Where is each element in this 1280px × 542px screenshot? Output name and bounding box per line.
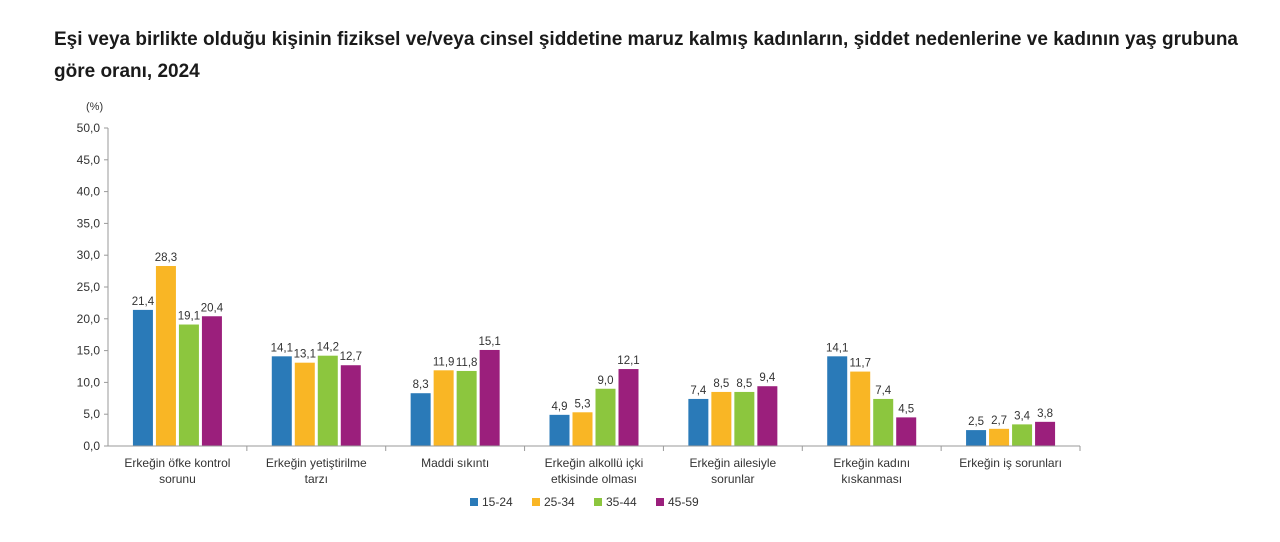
bar bbox=[294, 362, 315, 446]
bar bbox=[827, 356, 848, 446]
chart-title: Eşi veya birlikte olduğu kişinin fizikse… bbox=[54, 29, 1238, 82]
data-label: 19,1 bbox=[178, 311, 200, 323]
category-label: sorunlar bbox=[711, 472, 754, 486]
bar bbox=[340, 365, 361, 446]
bar bbox=[595, 388, 616, 446]
legend-swatch bbox=[532, 498, 540, 506]
y-tick-label: 50,0 bbox=[77, 121, 101, 135]
y-tick-label: 45,0 bbox=[77, 153, 101, 167]
category-label: tarzı bbox=[305, 472, 328, 486]
data-label: 8,3 bbox=[413, 379, 429, 391]
bar bbox=[1012, 424, 1033, 446]
bar bbox=[271, 356, 292, 446]
data-label: 15,1 bbox=[478, 336, 500, 348]
y-tick-label: 25,0 bbox=[77, 280, 101, 294]
bar bbox=[572, 412, 593, 446]
data-label: 7,4 bbox=[875, 385, 892, 397]
bar-series bbox=[132, 266, 1056, 446]
data-label: 2,7 bbox=[991, 415, 1007, 427]
category-label: Erkeğin kadını bbox=[833, 456, 910, 470]
data-label: 12,7 bbox=[340, 351, 362, 363]
category-label: Erkeğin öfke kontrol bbox=[124, 456, 230, 470]
bar bbox=[201, 316, 222, 446]
y-tick-label: 35,0 bbox=[77, 216, 101, 230]
data-label: 3,8 bbox=[1037, 408, 1053, 420]
category-label: Maddi sıkıntı bbox=[421, 456, 489, 470]
data-label: 8,5 bbox=[713, 378, 729, 390]
legend-swatch bbox=[594, 498, 602, 506]
data-label: 12,1 bbox=[617, 355, 639, 367]
bar bbox=[734, 391, 755, 446]
y-axis: 0,0 5,0 10,0 15,0 20,0 25,0 30,0 35,0 40,0 45,0 50… bbox=[77, 121, 109, 453]
x-axis: Erkeğin öfke kontrol sorunu Erkeğin yetişt… bbox=[108, 445, 1081, 486]
data-label: 20,4 bbox=[201, 302, 224, 314]
category-label: kıskanması bbox=[841, 472, 902, 486]
bar bbox=[873, 398, 894, 446]
data-label: 28,3 bbox=[155, 252, 177, 264]
data-label: 9,0 bbox=[598, 375, 614, 387]
data-label: 3,4 bbox=[1014, 410, 1031, 422]
category-label: Erkeğin alkollü içki bbox=[545, 456, 644, 470]
data-label: 11,9 bbox=[433, 356, 455, 368]
category-label: Erkeğin iş sorunları bbox=[959, 456, 1062, 470]
data-label: 14,1 bbox=[271, 342, 293, 354]
bar bbox=[966, 430, 987, 446]
bar bbox=[618, 369, 639, 446]
bar bbox=[1035, 421, 1056, 446]
category-label: etkisinde olması bbox=[551, 472, 637, 486]
bar bbox=[410, 393, 431, 446]
legend-label: 15-24 bbox=[482, 495, 513, 509]
y-tick-label: 30,0 bbox=[77, 248, 101, 262]
legend-label: 35-44 bbox=[606, 495, 637, 509]
bar bbox=[178, 324, 199, 446]
legend-swatch bbox=[470, 498, 478, 506]
y-tick-label: 5,0 bbox=[83, 407, 100, 421]
data-label: 11,8 bbox=[456, 357, 478, 369]
bar bbox=[132, 309, 153, 446]
data-labels: 21,428,319,120,414,113,114,212,78,311,9 1… bbox=[132, 252, 1053, 428]
bar bbox=[757, 386, 778, 446]
bar bbox=[479, 349, 500, 446]
data-label: 4,9 bbox=[552, 401, 568, 413]
category-label: Erkeğin ailesiyle bbox=[689, 456, 776, 470]
data-label: 13,1 bbox=[294, 349, 316, 361]
y-unit-label: (%) bbox=[86, 101, 103, 113]
category-label: sorunu bbox=[159, 472, 196, 486]
bar bbox=[155, 266, 176, 446]
y-tick-label: 20,0 bbox=[77, 312, 101, 326]
data-label: 21,4 bbox=[132, 296, 155, 308]
legend: 15-24 25-34 35-44 45-59 bbox=[470, 495, 699, 509]
data-label: 14,2 bbox=[317, 342, 339, 354]
data-label: 8,5 bbox=[736, 378, 752, 390]
legend-label: 25-34 bbox=[544, 495, 575, 509]
legend-swatch bbox=[656, 498, 664, 506]
bar bbox=[688, 398, 709, 446]
category-label: Erkeğin yetiştirilme bbox=[266, 456, 367, 470]
bar bbox=[989, 428, 1010, 446]
data-label: 11,7 bbox=[849, 358, 871, 370]
y-tick-label: 10,0 bbox=[77, 375, 101, 389]
bar bbox=[711, 391, 732, 446]
data-label: 14,1 bbox=[826, 342, 848, 354]
bar bbox=[456, 370, 477, 446]
data-label: 4,5 bbox=[898, 403, 914, 415]
bar bbox=[549, 414, 570, 446]
y-tick-label: 40,0 bbox=[77, 185, 101, 199]
bar bbox=[433, 370, 454, 446]
y-tick-label: 15,0 bbox=[77, 344, 101, 358]
y-tick-label: 0,0 bbox=[83, 439, 100, 453]
data-label: 5,3 bbox=[575, 398, 591, 410]
data-label: 9,4 bbox=[759, 372, 776, 384]
bar bbox=[896, 417, 917, 446]
data-label: 7,4 bbox=[690, 385, 707, 397]
data-label: 2,5 bbox=[968, 416, 984, 428]
bar bbox=[850, 371, 871, 446]
legend-label: 45-59 bbox=[668, 495, 699, 509]
bar bbox=[317, 355, 338, 446]
